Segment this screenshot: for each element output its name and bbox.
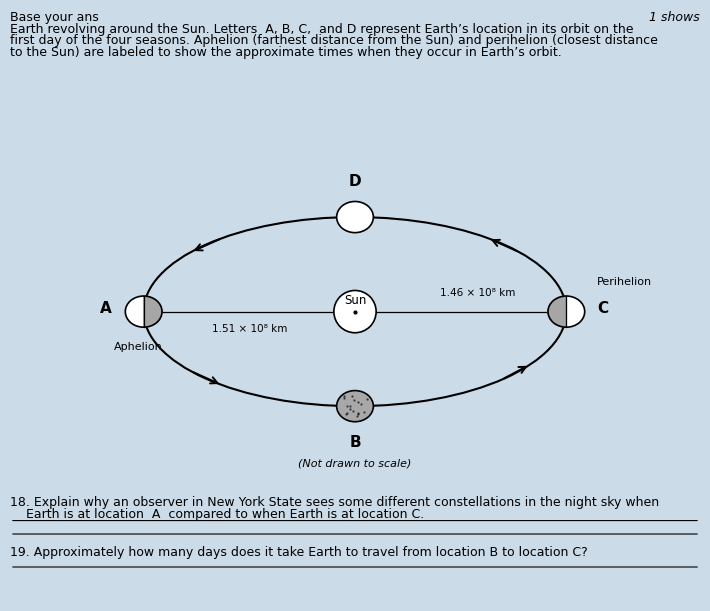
Ellipse shape (334, 290, 376, 333)
Text: (Not drawn to scale): (Not drawn to scale) (298, 459, 412, 469)
Text: C: C (598, 301, 608, 316)
Text: Earth is at location  A  compared to when Earth is at location C.: Earth is at location A compared to when … (10, 508, 424, 521)
Text: 1.51 × 10⁸ km: 1.51 × 10⁸ km (212, 324, 287, 334)
Polygon shape (143, 296, 162, 327)
Text: Sun: Sun (344, 294, 366, 307)
Text: 1 shows: 1 shows (650, 11, 700, 24)
Text: 18. Explain why an observer in New York State sees some different constellations: 18. Explain why an observer in New York … (10, 496, 659, 509)
Ellipse shape (337, 390, 373, 422)
Text: A: A (99, 301, 111, 316)
Text: Earth revolving around the Sun. Letters  A, B, C,  and D represent Earth’s locat: Earth revolving around the Sun. Letters … (10, 23, 633, 35)
Text: 1.46 × 10⁸ km: 1.46 × 10⁸ km (439, 288, 515, 298)
Text: Aphelion: Aphelion (114, 342, 163, 352)
Text: D: D (349, 174, 361, 189)
Text: Perihelion: Perihelion (597, 277, 652, 287)
Text: Base your ans: Base your ans (10, 11, 99, 24)
Ellipse shape (548, 296, 585, 327)
Ellipse shape (337, 202, 373, 233)
Polygon shape (548, 296, 567, 327)
Ellipse shape (125, 296, 162, 327)
Text: to the Sun) are labeled to show the approximate times when they occur in Earth’s: to the Sun) are labeled to show the appr… (10, 46, 562, 59)
Text: 19. Approximately how many days does it take Earth to travel from location B to : 19. Approximately how many days does it … (10, 546, 588, 559)
Text: first day of the four seasons. Aphelion (farthest distance from the Sun) and per: first day of the four seasons. Aphelion … (10, 34, 658, 47)
Text: B: B (349, 435, 361, 450)
